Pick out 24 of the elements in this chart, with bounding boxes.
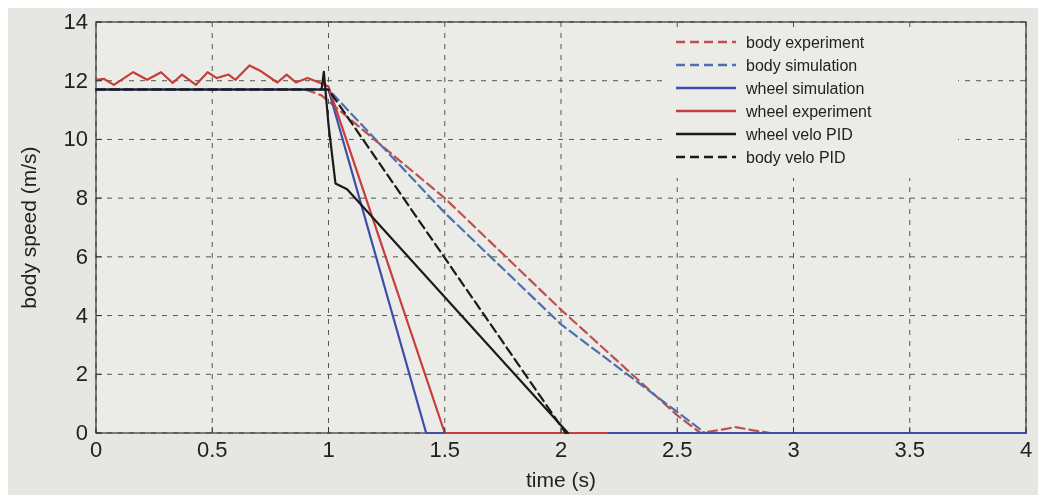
legend-label: wheel simulation	[745, 80, 865, 97]
y-tick-label: 2	[75, 361, 88, 387]
x-tick-label: 0.5	[196, 437, 228, 462]
x-axis-title: time (s)	[526, 468, 596, 491]
x-tick-label: 2	[554, 437, 568, 462]
y-tick-label: 8	[75, 185, 88, 211]
y-tick-label: 6	[75, 243, 88, 269]
y-tick-label: 10	[63, 126, 88, 152]
x-tick-label: 3	[787, 437, 800, 462]
legend-label: wheel experiment	[745, 103, 872, 120]
legend-label: body velo PID	[746, 149, 846, 166]
y-tick-label: 14	[63, 9, 88, 34]
y-tick-label: 0	[75, 420, 88, 445]
y-tick-label: 4	[75, 302, 88, 328]
x-tick-label: 1	[322, 437, 335, 462]
legend-label: wheel velo PID	[745, 126, 853, 143]
legend-label: body experiment	[746, 34, 865, 51]
x-tick-label: 1.5	[429, 437, 461, 462]
y-tick-label: 12	[63, 67, 88, 93]
legend-label: body simulation	[746, 57, 858, 74]
x-tick-label: 3.5	[894, 437, 926, 462]
y-axis-title: body speed (m/s)	[17, 146, 40, 309]
x-tick-label: 4	[1019, 437, 1033, 462]
x-tick-label: 2.5	[661, 437, 693, 462]
